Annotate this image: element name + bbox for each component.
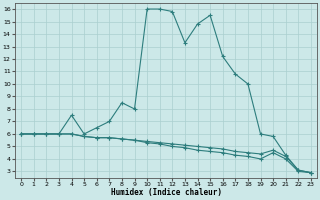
- X-axis label: Humidex (Indice chaleur): Humidex (Indice chaleur): [110, 188, 221, 197]
